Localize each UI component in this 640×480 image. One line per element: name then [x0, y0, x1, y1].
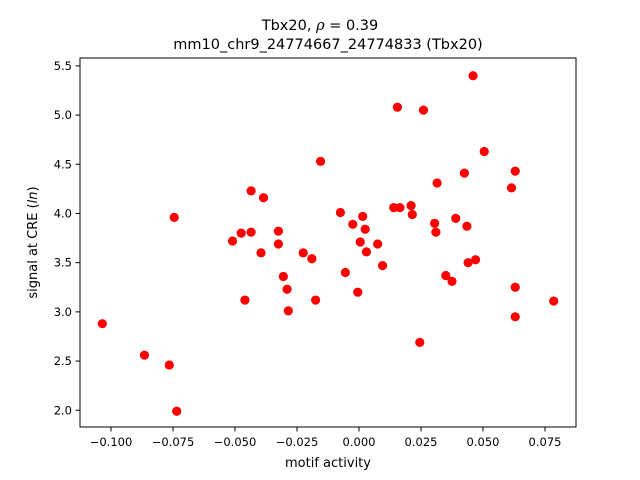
data-point [395, 202, 405, 213]
data-point [307, 254, 317, 264]
data-point [361, 247, 372, 257]
data-point [415, 337, 425, 347]
data-point [462, 221, 472, 231]
data-point [358, 211, 368, 222]
data-point [335, 207, 345, 218]
data-points [97, 71, 559, 416]
y-tick-label: 4.0 [54, 206, 72, 220]
y-tick-label: 2.0 [54, 403, 72, 417]
data-point [549, 296, 559, 306]
x-tick-label: 0.025 [405, 435, 438, 449]
data-point [246, 227, 256, 237]
data-point [273, 226, 283, 236]
data-point [377, 261, 388, 271]
data-point [451, 213, 461, 223]
y-tick-label: 4.5 [54, 157, 72, 171]
x-tick-label: 0.000 [343, 435, 376, 449]
x-tick-label: 0.075 [529, 435, 562, 449]
data-point [236, 228, 246, 238]
x-tick-label: −0.100 [90, 435, 133, 449]
data-point [463, 258, 473, 268]
y-tick-label: 5.0 [54, 108, 72, 122]
data-point [353, 287, 363, 297]
data-point [355, 237, 365, 247]
data-point [447, 276, 457, 286]
data-point [441, 270, 451, 281]
data-point [298, 248, 308, 258]
data-point [348, 219, 358, 229]
data-point [510, 282, 520, 292]
y-tick-label: 2.5 [54, 354, 72, 368]
y-tick-label: 5.5 [54, 59, 72, 73]
x-axis-label: motif activity [285, 456, 371, 471]
data-point [283, 306, 293, 316]
data-point [258, 193, 269, 203]
data-point [506, 183, 517, 193]
data-point [340, 267, 350, 278]
data-point [431, 227, 441, 237]
data-point [256, 248, 266, 258]
data-point [172, 406, 182, 416]
data-point [164, 360, 174, 370]
data-point [418, 105, 429, 115]
data-point [432, 178, 442, 188]
x-tick-label: −0.025 [276, 435, 319, 449]
data-point [407, 209, 417, 220]
data-point [282, 284, 292, 294]
y-tick-label: 3.0 [54, 305, 72, 319]
data-point [273, 239, 283, 249]
data-point [246, 186, 256, 196]
data-point [360, 224, 370, 234]
data-point [240, 295, 250, 305]
data-point [406, 201, 416, 211]
data-point [227, 236, 238, 246]
y-axis-label: signal at CRE (ln) [26, 186, 41, 298]
x-tick-label: −0.050 [214, 435, 257, 449]
data-point [392, 102, 403, 112]
chart-title-line2: mm10_chr9_24774667_24774833 (Tbx20) [173, 37, 482, 53]
data-point [373, 239, 383, 249]
data-point [97, 319, 107, 329]
data-point [468, 71, 478, 81]
y-tick-label: 3.5 [54, 256, 72, 270]
data-point [479, 146, 489, 157]
plot-frame [79, 57, 577, 428]
chart-title-line1: Tbx20, ρ = 0.39 [261, 18, 379, 34]
data-point [311, 295, 321, 305]
data-point [510, 312, 520, 322]
data-point [470, 255, 481, 265]
data-point [459, 168, 469, 178]
x-tick-label: −0.075 [152, 435, 195, 449]
data-point [510, 166, 520, 176]
data-point [430, 218, 440, 228]
data-point [278, 271, 288, 282]
x-axis-ticks: −0.100 −0.075 −0.050 −0.025 0.000 0.025 0.050 0… [90, 427, 562, 449]
data-point [139, 350, 150, 360]
x-tick-label: 0.050 [467, 435, 500, 449]
y-axis-ticks: 2.0 2.5 3.0 3.5 4.0 4.5 5.0 5.5 [54, 59, 80, 417]
data-point [315, 156, 326, 166]
data-point [169, 212, 179, 223]
